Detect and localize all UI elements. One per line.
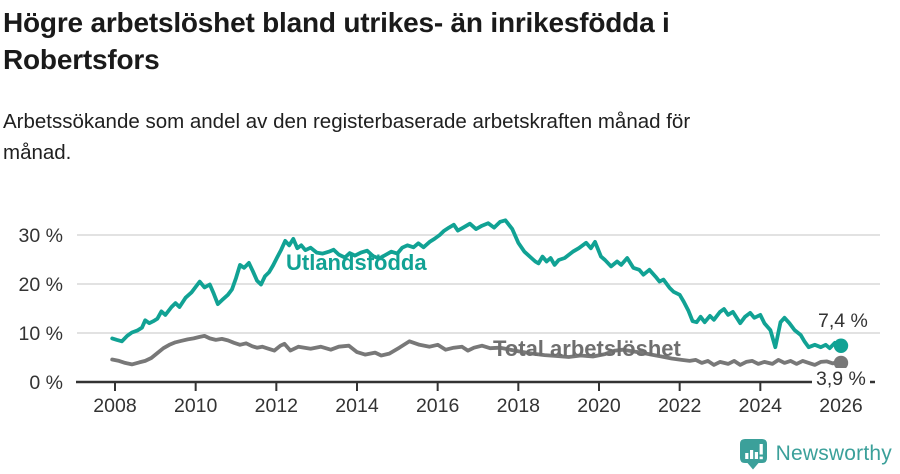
chart-subtitle-line1: Arbetssökande som andel av den registerb… — [3, 110, 691, 133]
end-value-label-total: 3,9 % — [812, 368, 870, 391]
x-tick-label-2010: 2010 — [174, 395, 218, 417]
newsworthy-chart-bubble-icon — [739, 439, 767, 470]
y-tick-label-20: 20 % — [19, 274, 63, 296]
series-end-dot-utlandsfodda — [833, 338, 849, 353]
series-line-utlandsfodda — [110, 218, 843, 351]
series-end-dot-total-arbetsloshet — [833, 355, 849, 371]
page-title-line2: Robertsfors — [3, 44, 160, 75]
newsworthy-brand-text: Newsworthy — [775, 442, 892, 465]
end-value-label-utlandsfodda: 7,4 % — [818, 310, 868, 332]
page-title: Högre arbetslöshet bland utrikes- än inr… — [3, 4, 893, 78]
newsworthy-logo: Newsworthy — [739, 438, 892, 470]
y-tick-label-10: 10 % — [19, 323, 63, 345]
x-tick-label-2020: 2020 — [577, 395, 621, 417]
chart-subtitle: Arbetssökande som andel av den registerb… — [3, 106, 893, 168]
page-title-line1: Högre arbetslöshet bland utrikes- än inr… — [3, 7, 670, 38]
x-tick-label-2018: 2018 — [497, 395, 540, 417]
x-tick-label-2016: 2016 — [416, 395, 459, 417]
y-tick-label-30: 30 % — [19, 225, 63, 247]
x-tick-label-2008: 2008 — [93, 395, 136, 417]
series-label-total-arbetsloshet: Total arbetslöshet — [493, 336, 681, 361]
x-tick-label-2026: 2026 — [819, 395, 862, 417]
y-tick-label-0: 0 % — [29, 372, 63, 394]
x-tick-label-2024: 2024 — [739, 395, 783, 417]
x-tick-label-2014: 2014 — [335, 395, 379, 417]
series-line-total-arbetsloshet — [110, 333, 843, 367]
x-tick-label-2022: 2022 — [658, 395, 701, 417]
x-tick-label-2012: 2012 — [255, 395, 298, 417]
chart-subtitle-line2: månad. — [3, 141, 72, 164]
series-label-utlandsfodda: Utlandsfödda — [286, 250, 427, 275]
